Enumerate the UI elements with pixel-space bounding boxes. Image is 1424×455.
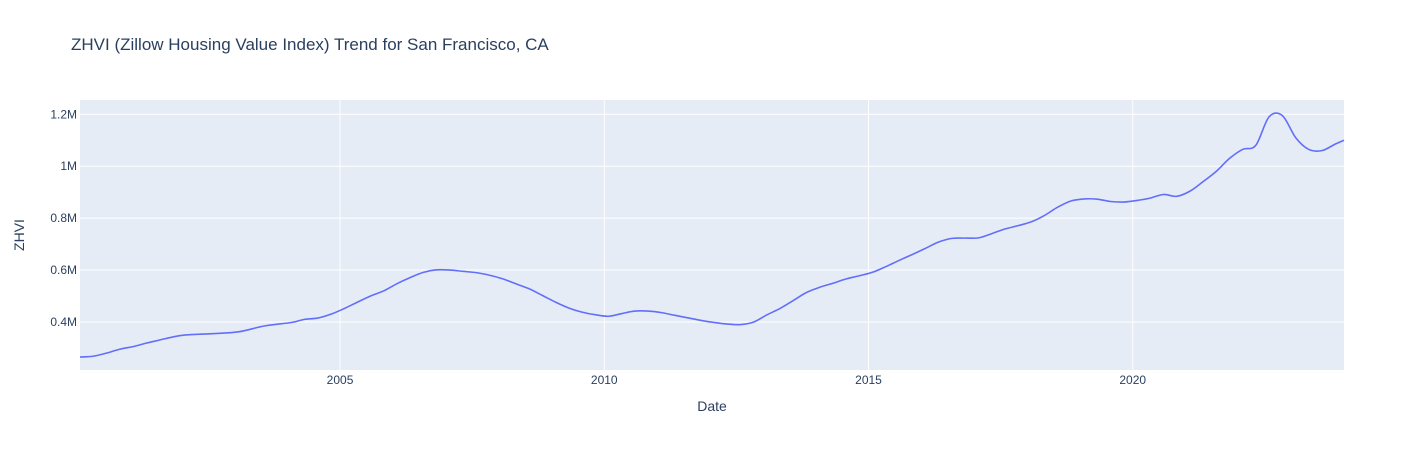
y-axis-title: ZHVI bbox=[11, 219, 27, 251]
x-tick-label: 2005 bbox=[327, 373, 354, 387]
y-tick-label: 0.6M bbox=[50, 263, 77, 277]
x-tick-label: 2015 bbox=[855, 373, 882, 387]
series-line bbox=[79, 112, 1345, 358]
x-axis-title: Date bbox=[697, 398, 727, 414]
y-tick-label: 0.8M bbox=[50, 211, 77, 225]
x-tick-label: 2020 bbox=[1119, 373, 1146, 387]
plot-area bbox=[80, 100, 1344, 370]
y-axis-ticks: 0.4M 0.6M 0.8M 1M 1.2M bbox=[50, 107, 77, 329]
series-layer bbox=[79, 112, 1345, 358]
gridlines bbox=[80, 100, 1344, 370]
y-tick-label: 1.2M bbox=[50, 107, 77, 121]
chart-title: ZHVI (Zillow Housing Value Index) Trend … bbox=[71, 35, 549, 54]
y-tick-label: 1M bbox=[60, 159, 77, 173]
x-tick-label: 2010 bbox=[591, 373, 618, 387]
x-axis-ticks: 2005 2010 2015 2020 bbox=[327, 373, 1147, 387]
y-tick-label: 0.4M bbox=[50, 315, 77, 329]
